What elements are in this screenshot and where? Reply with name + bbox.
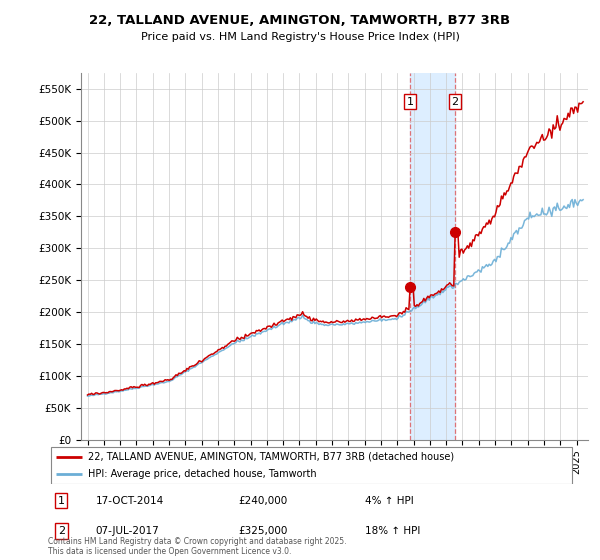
Text: £240,000: £240,000: [238, 496, 287, 506]
Text: 2: 2: [451, 96, 458, 106]
Bar: [410, 73, 455, 440]
Text: 1: 1: [58, 496, 65, 506]
Text: 22, TALLAND AVENUE, AMINGTON, TAMWORTH, B77 3RB (detached house): 22, TALLAND AVENUE, AMINGTON, TAMWORTH, …: [88, 451, 454, 461]
Text: 1: 1: [407, 96, 413, 106]
Text: 07-JUL-2017: 07-JUL-2017: [95, 526, 159, 536]
Text: 4% ↑ HPI: 4% ↑ HPI: [365, 496, 413, 506]
Text: 18% ↑ HPI: 18% ↑ HPI: [365, 526, 420, 536]
Text: Contains HM Land Registry data © Crown copyright and database right 2025.
This d: Contains HM Land Registry data © Crown c…: [48, 536, 347, 556]
FancyBboxPatch shape: [50, 447, 572, 484]
Text: 17-OCT-2014: 17-OCT-2014: [95, 496, 164, 506]
Text: 2: 2: [58, 526, 65, 536]
Text: £325,000: £325,000: [238, 526, 287, 536]
Text: 22, TALLAND AVENUE, AMINGTON, TAMWORTH, B77 3RB: 22, TALLAND AVENUE, AMINGTON, TAMWORTH, …: [89, 14, 511, 27]
Text: Price paid vs. HM Land Registry's House Price Index (HPI): Price paid vs. HM Land Registry's House …: [140, 32, 460, 42]
Text: HPI: Average price, detached house, Tamworth: HPI: Average price, detached house, Tamw…: [88, 469, 316, 479]
